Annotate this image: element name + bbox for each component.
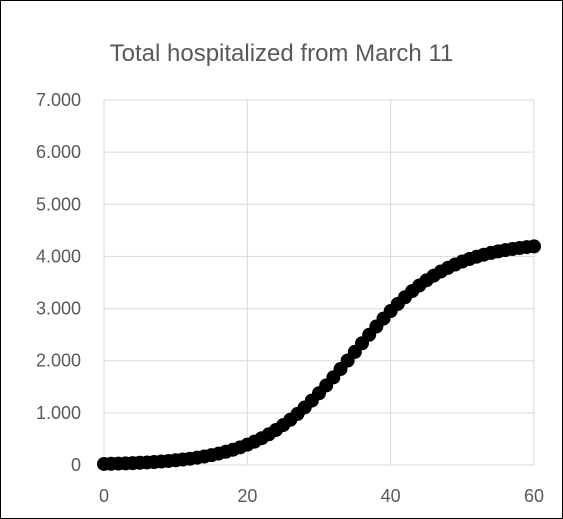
y-tick-label: 3.000: [36, 299, 81, 319]
x-tick-label: 0: [99, 486, 109, 506]
data-points: [97, 239, 541, 471]
x-tick-label: 20: [237, 486, 257, 506]
gridlines: [103, 99, 535, 466]
y-tick-label: 1.000: [36, 403, 81, 423]
y-tick-label: 2.000: [36, 351, 81, 371]
y-tick-label: 5.000: [36, 194, 81, 214]
y-tick-label: 0: [71, 455, 81, 475]
data-point: [527, 239, 541, 254]
x-axis-ticks: 0 20 40 60: [99, 486, 544, 506]
y-tick-label: 4.000: [36, 246, 81, 266]
y-axis-ticks: 0 1.000 2.000 3.000 4.000 5.000 6.000 7.000: [36, 90, 81, 475]
y-tick-label: 6.000: [36, 142, 81, 162]
x-tick-label: 40: [381, 486, 401, 506]
y-tick-label: 7.000: [36, 90, 81, 110]
x-tick-label: 60: [524, 486, 544, 506]
chart-title: Total hospitalized from March 11: [109, 40, 454, 67]
